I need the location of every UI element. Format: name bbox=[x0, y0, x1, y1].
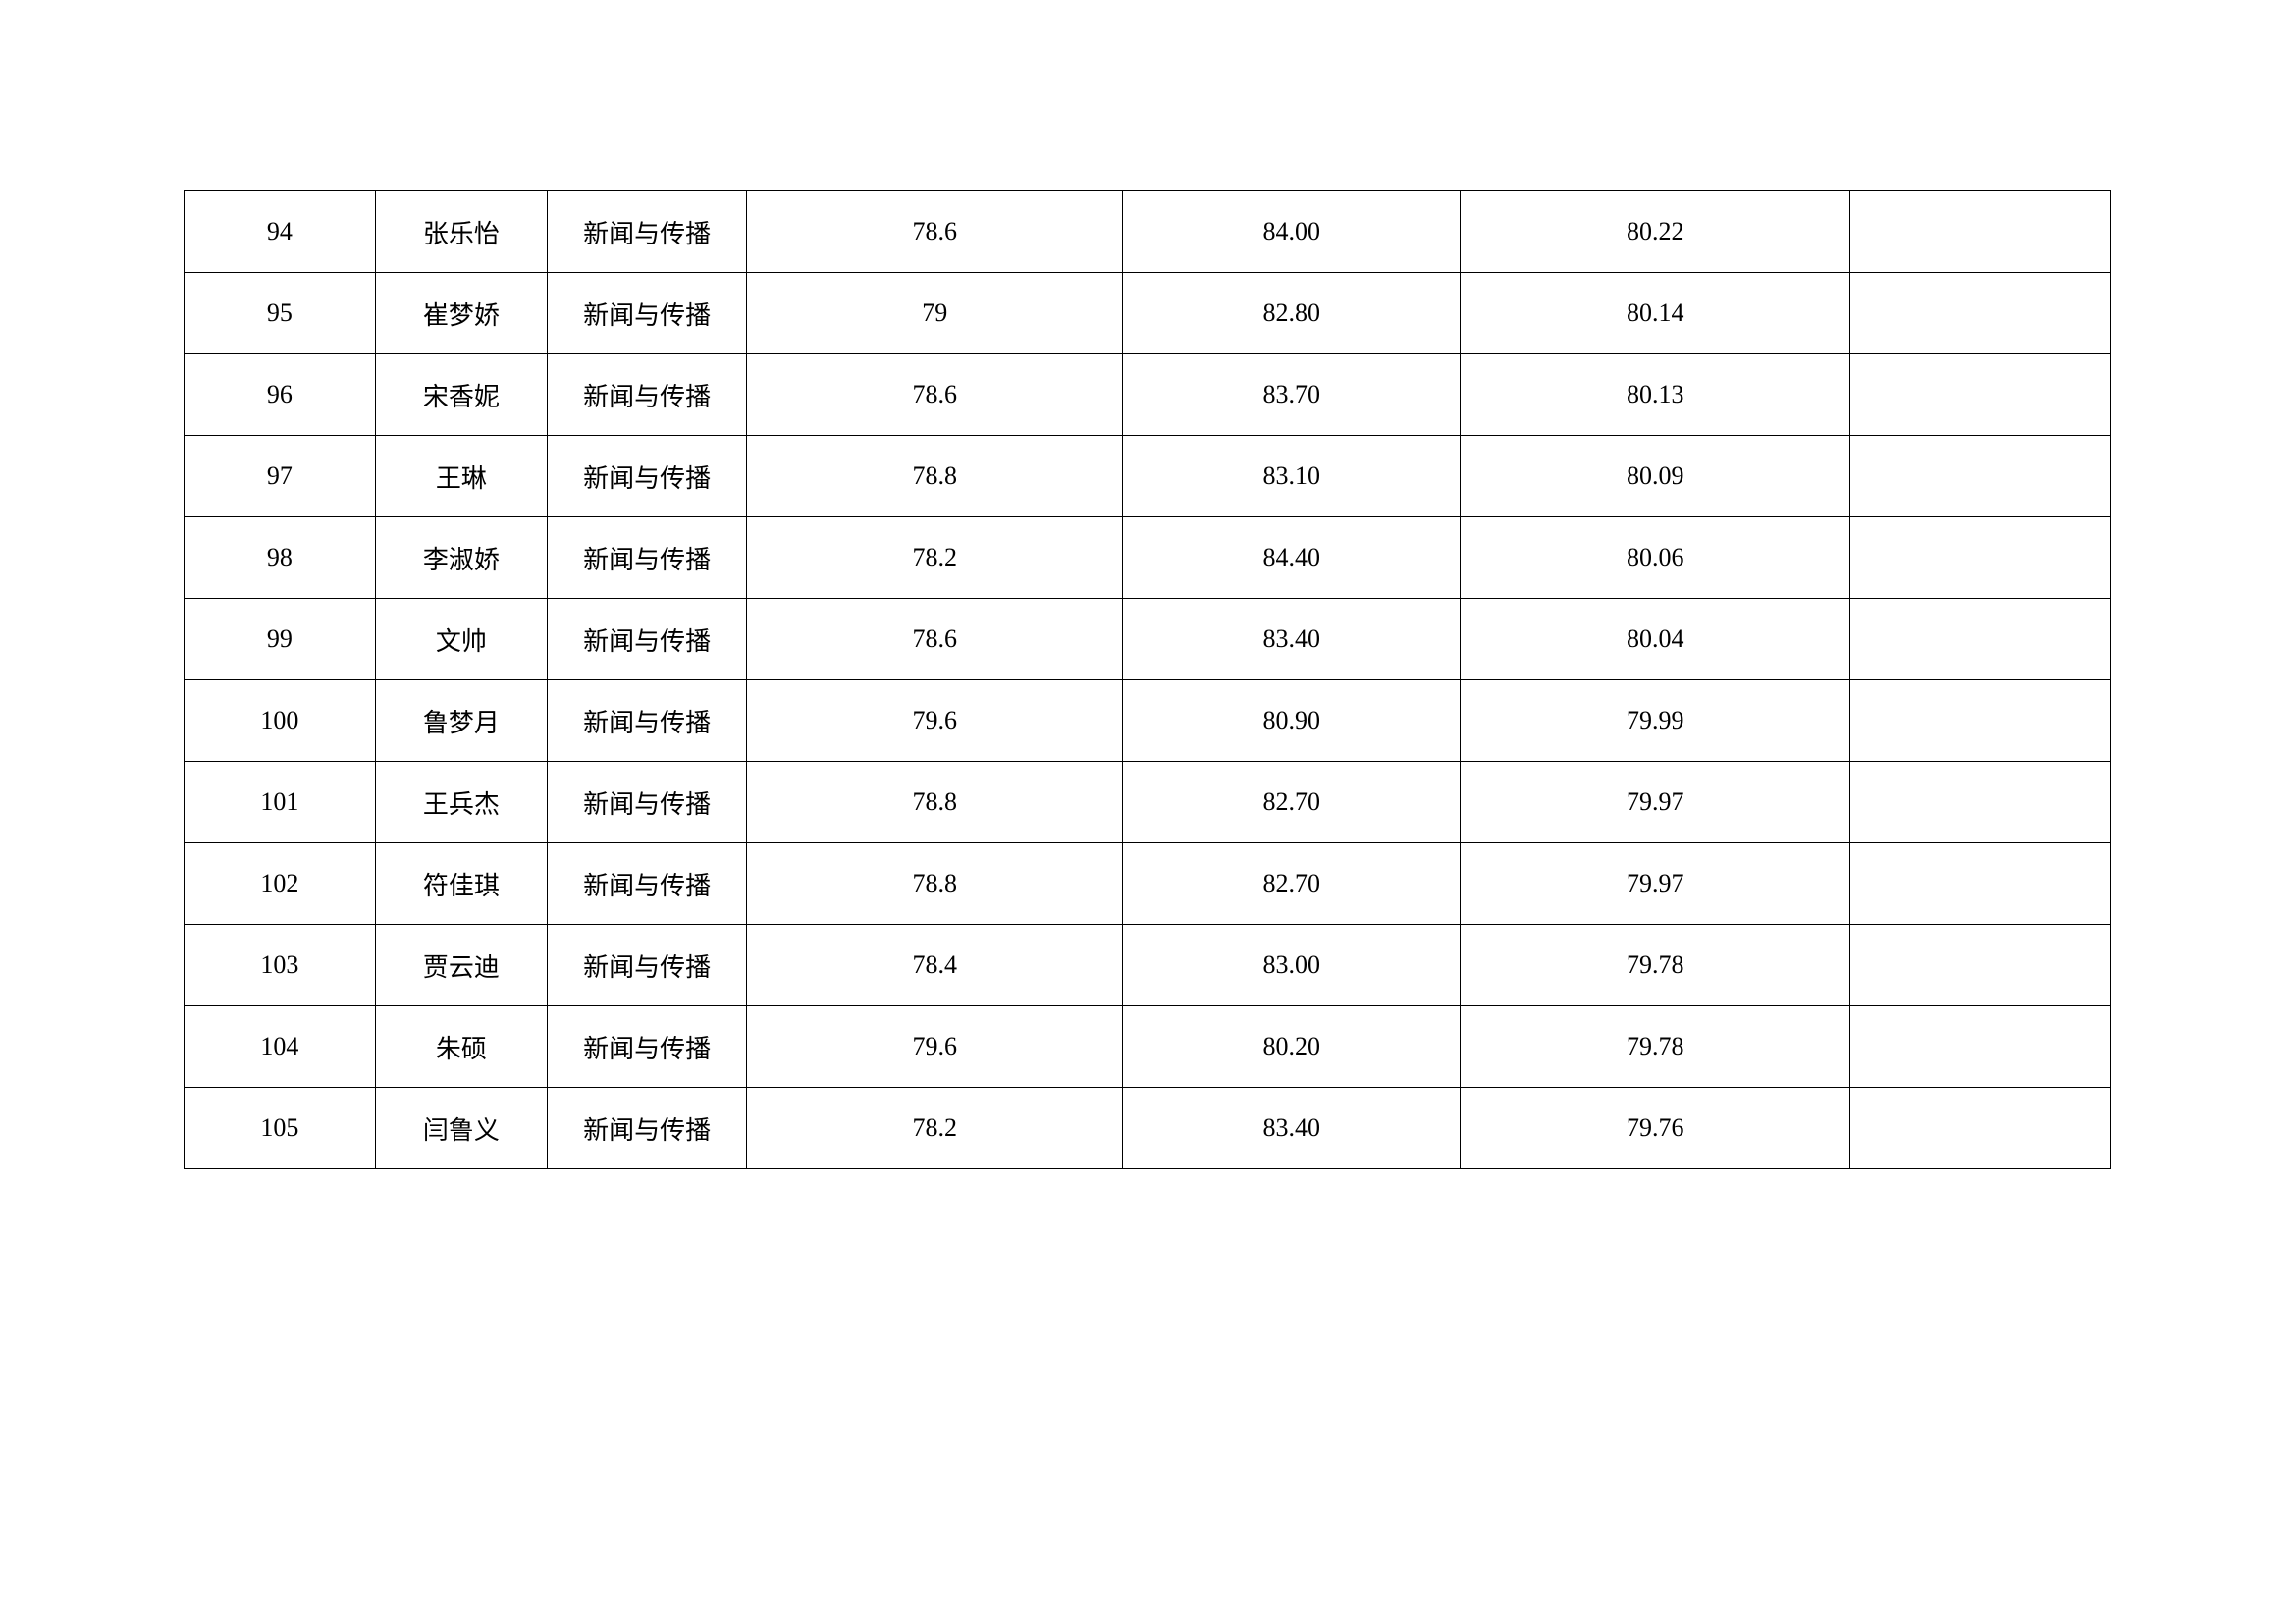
table-row: 101 王兵杰 新闻与传播 78.8 82.70 79.97 bbox=[185, 762, 2111, 843]
cell-score1: 79 bbox=[747, 273, 1123, 354]
cell-major: 新闻与传播 bbox=[547, 436, 746, 517]
data-table-container: 94 张乐怡 新闻与传播 78.6 84.00 80.22 95 崔梦娇 新闻与… bbox=[184, 190, 2111, 1169]
cell-score2: 83.70 bbox=[1123, 354, 1461, 436]
cell-score2: 83.40 bbox=[1123, 1088, 1461, 1169]
cell-score3: 79.76 bbox=[1461, 1088, 1850, 1169]
cell-remark bbox=[1850, 599, 2111, 680]
cell-name: 闫鲁义 bbox=[375, 1088, 547, 1169]
cell-score1: 78.6 bbox=[747, 191, 1123, 273]
cell-score2: 80.90 bbox=[1123, 680, 1461, 762]
cell-index: 105 bbox=[185, 1088, 376, 1169]
cell-score2: 84.40 bbox=[1123, 517, 1461, 599]
cell-score1: 78.4 bbox=[747, 925, 1123, 1006]
cell-major: 新闻与传播 bbox=[547, 354, 746, 436]
cell-major: 新闻与传播 bbox=[547, 517, 746, 599]
cell-index: 97 bbox=[185, 436, 376, 517]
cell-name: 鲁梦月 bbox=[375, 680, 547, 762]
cell-score2: 82.70 bbox=[1123, 762, 1461, 843]
cell-score2: 83.40 bbox=[1123, 599, 1461, 680]
cell-major: 新闻与传播 bbox=[547, 762, 746, 843]
cell-score3: 80.04 bbox=[1461, 599, 1850, 680]
cell-remark bbox=[1850, 1088, 2111, 1169]
cell-index: 104 bbox=[185, 1006, 376, 1088]
cell-name: 王琳 bbox=[375, 436, 547, 517]
cell-score1: 78.2 bbox=[747, 1088, 1123, 1169]
table-row: 103 贾云迪 新闻与传播 78.4 83.00 79.78 bbox=[185, 925, 2111, 1006]
cell-remark bbox=[1850, 762, 2111, 843]
cell-score3: 80.06 bbox=[1461, 517, 1850, 599]
cell-remark bbox=[1850, 354, 2111, 436]
table-row: 97 王琳 新闻与传播 78.8 83.10 80.09 bbox=[185, 436, 2111, 517]
cell-major: 新闻与传播 bbox=[547, 843, 746, 925]
cell-index: 98 bbox=[185, 517, 376, 599]
cell-score1: 78.8 bbox=[747, 762, 1123, 843]
cell-score1: 78.6 bbox=[747, 354, 1123, 436]
cell-score2: 83.10 bbox=[1123, 436, 1461, 517]
cell-major: 新闻与传播 bbox=[547, 191, 746, 273]
cell-score3: 80.13 bbox=[1461, 354, 1850, 436]
cell-major: 新闻与传播 bbox=[547, 680, 746, 762]
cell-name: 李淑娇 bbox=[375, 517, 547, 599]
cell-major: 新闻与传播 bbox=[547, 925, 746, 1006]
cell-remark bbox=[1850, 191, 2111, 273]
cell-name: 贾云迪 bbox=[375, 925, 547, 1006]
cell-score1: 79.6 bbox=[747, 680, 1123, 762]
cell-name: 朱硕 bbox=[375, 1006, 547, 1088]
cell-score1: 78.2 bbox=[747, 517, 1123, 599]
cell-index: 101 bbox=[185, 762, 376, 843]
table-row: 102 符佳琪 新闻与传播 78.8 82.70 79.97 bbox=[185, 843, 2111, 925]
cell-index: 100 bbox=[185, 680, 376, 762]
cell-name: 符佳琪 bbox=[375, 843, 547, 925]
table-row: 100 鲁梦月 新闻与传播 79.6 80.90 79.99 bbox=[185, 680, 2111, 762]
cell-name: 宋香妮 bbox=[375, 354, 547, 436]
cell-score3: 79.78 bbox=[1461, 1006, 1850, 1088]
cell-name: 张乐怡 bbox=[375, 191, 547, 273]
cell-score3: 79.97 bbox=[1461, 843, 1850, 925]
cell-major: 新闻与传播 bbox=[547, 599, 746, 680]
table-row: 105 闫鲁义 新闻与传播 78.2 83.40 79.76 bbox=[185, 1088, 2111, 1169]
cell-score3: 79.99 bbox=[1461, 680, 1850, 762]
cell-score2: 84.00 bbox=[1123, 191, 1461, 273]
cell-score2: 82.80 bbox=[1123, 273, 1461, 354]
cell-remark bbox=[1850, 680, 2111, 762]
cell-score2: 82.70 bbox=[1123, 843, 1461, 925]
cell-index: 96 bbox=[185, 354, 376, 436]
cell-index: 103 bbox=[185, 925, 376, 1006]
cell-score3: 79.97 bbox=[1461, 762, 1850, 843]
cell-index: 94 bbox=[185, 191, 376, 273]
table-row: 96 宋香妮 新闻与传播 78.6 83.70 80.13 bbox=[185, 354, 2111, 436]
cell-score1: 78.8 bbox=[747, 436, 1123, 517]
table-row: 98 李淑娇 新闻与传播 78.2 84.40 80.06 bbox=[185, 517, 2111, 599]
cell-remark bbox=[1850, 273, 2111, 354]
cell-score3: 79.78 bbox=[1461, 925, 1850, 1006]
cell-score1: 79.6 bbox=[747, 1006, 1123, 1088]
table-row: 95 崔梦娇 新闻与传播 79 82.80 80.14 bbox=[185, 273, 2111, 354]
cell-score2: 80.20 bbox=[1123, 1006, 1461, 1088]
cell-remark bbox=[1850, 436, 2111, 517]
cell-score3: 80.22 bbox=[1461, 191, 1850, 273]
cell-name: 文帅 bbox=[375, 599, 547, 680]
cell-score1: 78.8 bbox=[747, 843, 1123, 925]
cell-remark bbox=[1850, 843, 2111, 925]
table-body: 94 张乐怡 新闻与传播 78.6 84.00 80.22 95 崔梦娇 新闻与… bbox=[185, 191, 2111, 1169]
cell-index: 102 bbox=[185, 843, 376, 925]
data-table: 94 张乐怡 新闻与传播 78.6 84.00 80.22 95 崔梦娇 新闻与… bbox=[184, 190, 2111, 1169]
table-row: 99 文帅 新闻与传播 78.6 83.40 80.04 bbox=[185, 599, 2111, 680]
cell-score3: 80.09 bbox=[1461, 436, 1850, 517]
cell-remark bbox=[1850, 517, 2111, 599]
cell-score3: 80.14 bbox=[1461, 273, 1850, 354]
cell-major: 新闻与传播 bbox=[547, 1088, 746, 1169]
cell-name: 王兵杰 bbox=[375, 762, 547, 843]
cell-score1: 78.6 bbox=[747, 599, 1123, 680]
table-row: 104 朱硕 新闻与传播 79.6 80.20 79.78 bbox=[185, 1006, 2111, 1088]
cell-remark bbox=[1850, 925, 2111, 1006]
cell-index: 95 bbox=[185, 273, 376, 354]
cell-major: 新闻与传播 bbox=[547, 1006, 746, 1088]
cell-major: 新闻与传播 bbox=[547, 273, 746, 354]
cell-remark bbox=[1850, 1006, 2111, 1088]
cell-score2: 83.00 bbox=[1123, 925, 1461, 1006]
cell-index: 99 bbox=[185, 599, 376, 680]
table-row: 94 张乐怡 新闻与传播 78.6 84.00 80.22 bbox=[185, 191, 2111, 273]
cell-name: 崔梦娇 bbox=[375, 273, 547, 354]
